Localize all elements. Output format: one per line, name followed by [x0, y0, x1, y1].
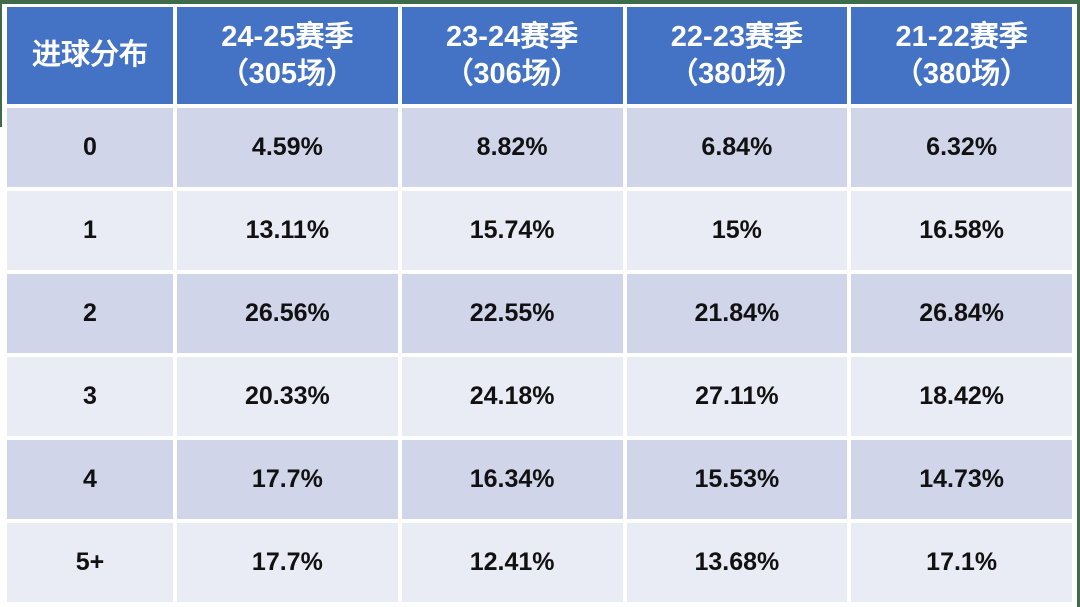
- percentage-cell: 26.56%: [177, 274, 398, 353]
- column-header-season-22-23: 22-23赛季 （380场）: [626, 7, 848, 104]
- page-edge-top-strip: [0, 0, 1080, 4]
- header-row: 进球分布 24-25赛季 （305场） 23-24赛季 （306场） 22-23…: [7, 7, 1072, 104]
- goal-count-cell: 4: [7, 440, 173, 519]
- percentage-cell: 15.53%: [626, 440, 848, 519]
- goal-count-cell: 2: [7, 274, 173, 353]
- percentage-cell: 17.7%: [177, 440, 398, 519]
- percentage-cell: 22.55%: [401, 274, 623, 353]
- table-row: 5+ 17.7% 12.41% 13.68% 17.1%: [7, 523, 1072, 602]
- percentage-cell: 18.42%: [851, 357, 1072, 436]
- table-row: 1 13.11% 15.74% 15% 16.58%: [7, 191, 1072, 270]
- percentage-cell: 14.73%: [851, 440, 1072, 519]
- percentage-cell: 15.74%: [401, 191, 623, 270]
- season-match-count: （305场）: [219, 57, 356, 90]
- percentage-cell: 12.41%: [401, 523, 623, 602]
- table-header: 进球分布 24-25赛季 （305场） 23-24赛季 （306场） 22-23…: [7, 7, 1072, 104]
- percentage-cell: 20.33%: [177, 357, 398, 436]
- percentage-cell: 8.82%: [401, 108, 623, 187]
- percentage-cell: 16.34%: [401, 440, 623, 519]
- table-row: 0 4.59% 8.82% 6.84% 6.32%: [7, 108, 1072, 187]
- percentage-cell: 17.1%: [851, 523, 1072, 602]
- page-edge-left-strip: [0, 0, 2, 127]
- season-name: 23-24赛季: [446, 20, 579, 53]
- season-name: 22-23赛季: [670, 20, 803, 53]
- table-body: 0 4.59% 8.82% 6.84% 6.32% 1 13.11% 15.74% 15% 16.…: [7, 108, 1072, 602]
- goal-count-cell: 5+: [7, 523, 173, 602]
- column-header-season-24-25: 24-25赛季 （305场）: [177, 7, 398, 104]
- goal-count-cell: 1: [7, 191, 173, 270]
- percentage-cell: 16.58%: [851, 191, 1072, 270]
- percentage-cell: 6.84%: [626, 108, 848, 187]
- column-header-season-21-22: 21-22赛季 （380场）: [851, 7, 1072, 104]
- table-row: 3 20.33% 24.18% 27.11% 18.42%: [7, 357, 1072, 436]
- percentage-cell: 6.32%: [851, 108, 1072, 187]
- column-header-goal-distribution: 进球分布: [7, 7, 173, 104]
- percentage-cell: 13.68%: [626, 523, 848, 602]
- goal-distribution-table: 进球分布 24-25赛季 （305场） 23-24赛季 （306场） 22-23…: [3, 3, 1076, 606]
- percentage-cell: 27.11%: [626, 357, 848, 436]
- percentage-cell: 15%: [626, 191, 848, 270]
- percentage-cell: 17.7%: [177, 523, 398, 602]
- season-match-count: （380场）: [669, 57, 805, 90]
- season-name: 24-25赛季: [221, 20, 354, 53]
- table-row: 2 26.56% 22.55% 21.84% 26.84%: [7, 274, 1072, 353]
- percentage-cell: 26.84%: [851, 274, 1072, 353]
- table-row: 4 17.7% 16.34% 15.53% 14.73%: [7, 440, 1072, 519]
- page-edge-right-strip: [1077, 0, 1080, 607]
- season-match-count: （306场）: [444, 57, 580, 90]
- goal-count-cell: 3: [7, 357, 173, 436]
- goal-count-cell: 0: [7, 108, 173, 187]
- percentage-cell: 24.18%: [401, 357, 623, 436]
- season-name: 21-22赛季: [895, 20, 1028, 53]
- percentage-cell: 13.11%: [177, 191, 398, 270]
- percentage-cell: 21.84%: [626, 274, 848, 353]
- percentage-cell: 4.59%: [177, 108, 398, 187]
- season-match-count: （380场）: [893, 57, 1030, 90]
- column-header-season-23-24: 23-24赛季 （306场）: [401, 7, 623, 104]
